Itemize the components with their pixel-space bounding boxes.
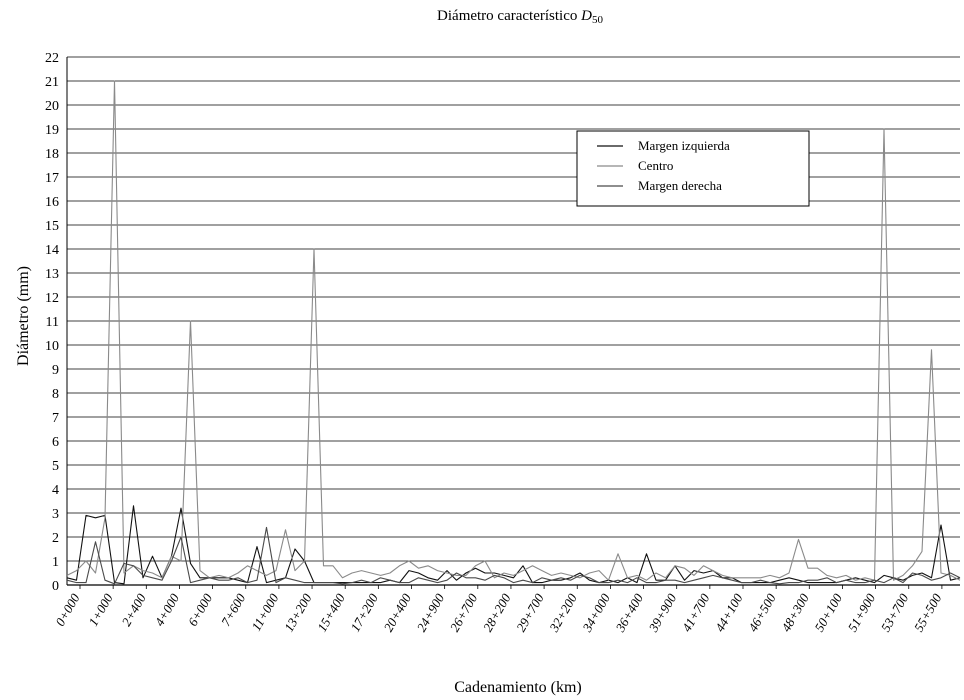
x-tick-label: 48+300 [778,591,812,635]
x-tick-label: 0+000 [52,591,83,629]
y-tick-label: 22 [45,51,59,66]
legend-label: Margen izquierda [638,138,730,153]
x-tick-label: 4+000 [152,591,183,629]
x-tick-label: 13+200 [281,591,315,635]
x-tick-label: 29+700 [513,591,547,635]
y-axis-label: Diámetro (mm) [15,266,32,366]
legend-label: Centro [638,158,673,173]
y-tick-label: 6 [52,435,59,450]
series-line-margen-izquierda [66,505,961,585]
y-tick-label: 12 [45,291,59,306]
x-tick-label: 46+500 [745,591,779,635]
x-tick-label: 51+900 [845,591,879,635]
y-tick-label: 11 [46,315,59,330]
x-tick-label: 20+400 [380,591,414,635]
y-tick-label: 17 [45,171,59,186]
y-tick-label: 10 [45,339,59,354]
gridlines [66,56,960,586]
x-tick-label: 44+100 [712,591,746,635]
y-tick-label: 2 [52,531,59,546]
y-tick-label: 9 [52,363,59,378]
series-line-centro [66,80,961,581]
x-tick-label: 17+200 [347,591,381,635]
y-tick-label: 3 [52,507,59,522]
x-tick-label: 36+400 [612,591,646,636]
x-tick-label: 55+500 [911,591,945,635]
legend-label: Margen derecha [638,178,722,193]
x-tick-label: 26+700 [447,591,481,635]
x-tick-label: 41+700 [679,591,713,635]
y-tick-label: 5 [52,459,59,474]
x-axis-label: Cadenamiento (km) [454,679,582,696]
x-tick-label: 50+100 [811,591,845,635]
x-tick-label: 2+400 [119,591,150,629]
y-tick-label: 18 [45,147,59,162]
x-tick-labels: 0+000 1+000 2+400 4+000 6+000 7+600 11+000 13+2… [52,585,945,635]
x-tick-label: 39+900 [645,591,679,636]
x-tick-label: 28+200 [480,591,514,635]
y-tick-label: 4 [52,483,59,498]
legend-box [576,130,810,207]
x-tick-label: 34+000 [579,591,613,636]
series-line-margen-derecha [66,526,961,585]
x-tick-label: 15+400 [314,591,348,635]
x-tick-label: 1+000 [85,591,116,629]
x-tick-label: 32+200 [546,591,580,636]
legend: Margen izquierda Centro Margen derecha [576,130,810,207]
y-tick-label: 13 [45,267,59,282]
y-tick-label: 21 [45,75,59,90]
y-tick-label: 8 [52,387,59,402]
x-tick-label: 24+900 [414,591,448,635]
y-tick-label: 14 [45,243,59,258]
y-tick-label: 19 [45,123,59,138]
y-tick-label: 20 [45,99,59,114]
y-tick-label: 7 [52,411,59,426]
y-tick-label: 15 [45,219,59,234]
x-tick-label: 53+700 [878,591,912,635]
x-tick-label: 11+000 [248,591,281,634]
x-tick-label: 6+000 [185,591,216,629]
y-tick-label: 1 [52,555,59,570]
y-tick-label: 0 [52,579,59,594]
x-tick-label: 7+600 [218,591,249,629]
chart-title: Diámetro característico D50 [437,8,603,26]
y-tick-label: 16 [45,195,59,210]
series-lines [66,80,961,585]
